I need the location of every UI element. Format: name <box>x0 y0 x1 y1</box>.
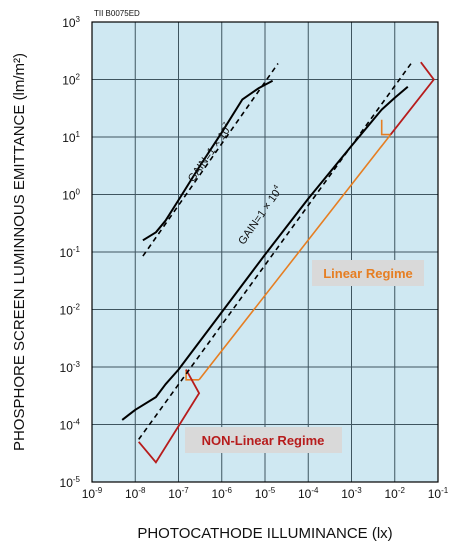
plot-frame <box>91 21 439 483</box>
y-tick-label: 100 <box>62 188 80 203</box>
y-tick-label: 10-2 <box>60 303 81 318</box>
linear-regime-box <box>312 260 424 286</box>
x-tick-label: 10-6 <box>212 486 233 501</box>
x-tick-label: 10-8 <box>125 486 146 501</box>
nonlinear-regime-box <box>185 427 342 453</box>
y-tick-labels: 103 102 101 100 10-1 10-2 10-3 10-4 10-5 <box>60 15 81 490</box>
series-1-curve <box>142 79 274 242</box>
figure-code: TII B0075ED <box>94 9 140 18</box>
y-tick-label: 10-1 <box>60 245 81 260</box>
linear-regime-label: Linear Regime <box>323 266 413 281</box>
x-tick-label: 10-1 <box>428 486 449 501</box>
series-1-asymptote <box>142 63 279 257</box>
series-2-curve <box>121 85 409 421</box>
x-tick-label: 10-9 <box>82 486 103 501</box>
y-tick-label: 103 <box>62 15 80 30</box>
x-tick-label: 10-4 <box>298 486 319 501</box>
y-tick-label: 102 <box>62 73 80 88</box>
nonlinear-regime-label-group: NON-Linear Regime <box>185 427 342 453</box>
x-tick-label: 10-5 <box>255 486 276 501</box>
x-axis-title: PHOTOCATHODE ILLUMINANCE (lx) <box>137 525 392 542</box>
linear-regime-label-group: Linear Regime <box>312 260 424 286</box>
x-tick-label: 10-2 <box>385 486 406 501</box>
series-2-asymptote <box>138 61 413 440</box>
x-tick-label: 10-7 <box>168 486 189 501</box>
y-axis-title: PHOSPHORE SCREEN LUMINNOUS EMITTANCE (lm… <box>11 53 28 451</box>
nonlinear-regime-bracket <box>138 369 201 464</box>
linear-regime-line <box>198 134 392 381</box>
x-tick-labels: 10-9 10-8 10-7 10-6 10-5 10-4 10-3 10-2 10-1 <box>82 486 449 501</box>
y-tick-label: 10-4 <box>60 418 81 433</box>
y-tick-label: 10-5 <box>60 475 81 490</box>
nonlinear-regime-bracket <box>389 61 435 136</box>
nonlinear-regime-label: NON-Linear Regime <box>202 433 325 448</box>
y-tick-label: 101 <box>62 130 80 145</box>
x-tick-label: 10-3 <box>341 486 362 501</box>
y-tick-label: 10-3 <box>60 360 81 375</box>
linear-regime-bracket <box>380 119 391 136</box>
